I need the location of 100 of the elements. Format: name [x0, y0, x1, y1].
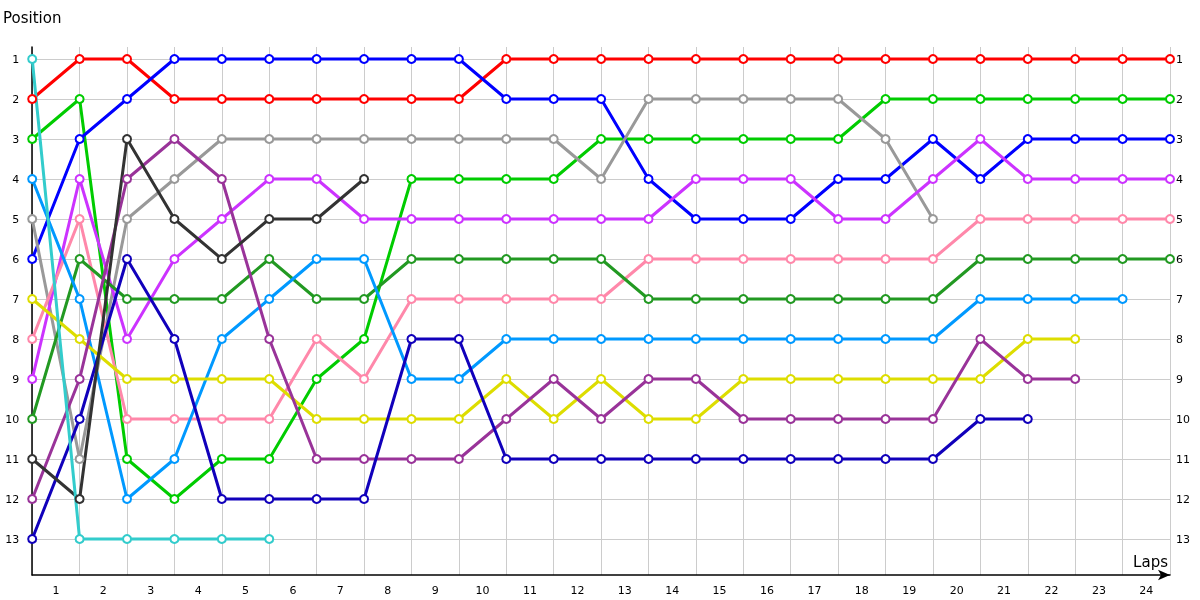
point — [548, 254, 559, 264]
point — [596, 134, 607, 144]
y-tick-label: 4 — [12, 172, 20, 186]
point — [1117, 174, 1128, 184]
point — [27, 94, 38, 104]
x-tick-label: 1 — [52, 584, 60, 597]
point — [216, 494, 227, 504]
x-tick-label: 17 — [807, 584, 822, 597]
point — [927, 174, 938, 184]
point — [785, 94, 796, 104]
point — [738, 294, 749, 304]
point — [311, 174, 322, 184]
point — [122, 134, 133, 144]
point — [453, 214, 464, 224]
y-tick-label: 7 — [12, 292, 20, 306]
point — [27, 414, 38, 424]
point — [216, 294, 227, 304]
point — [406, 214, 417, 224]
point — [453, 54, 464, 64]
point — [359, 374, 370, 384]
point — [264, 214, 275, 224]
point — [596, 54, 607, 64]
point — [359, 334, 370, 344]
point — [880, 94, 891, 104]
point — [927, 134, 938, 144]
point — [1117, 134, 1128, 144]
point — [27, 174, 38, 184]
point — [927, 294, 938, 304]
point — [690, 54, 701, 64]
point — [548, 294, 559, 304]
point — [927, 414, 938, 424]
point — [596, 94, 607, 104]
point — [1165, 254, 1175, 264]
point — [122, 374, 133, 384]
point — [169, 334, 180, 344]
point — [596, 334, 607, 344]
point — [216, 134, 227, 144]
point — [169, 94, 180, 104]
point — [548, 334, 559, 344]
point — [738, 54, 749, 64]
point — [74, 534, 85, 544]
point — [406, 94, 417, 104]
point — [548, 174, 559, 184]
y-tick-label: 12 — [5, 492, 20, 506]
point — [785, 54, 796, 64]
point — [1022, 94, 1033, 104]
point — [596, 254, 607, 264]
point — [406, 414, 417, 424]
point — [264, 534, 275, 544]
point — [27, 214, 38, 224]
point — [690, 174, 701, 184]
point — [1117, 214, 1128, 224]
point — [264, 374, 275, 384]
point — [690, 334, 701, 344]
y-axis-title: Position — [3, 8, 62, 27]
y2-tick-label: 9 — [1176, 372, 1183, 386]
point — [501, 294, 512, 304]
point — [927, 254, 938, 264]
point — [264, 334, 275, 344]
point — [406, 454, 417, 464]
point — [927, 334, 938, 344]
point — [359, 494, 370, 504]
point — [169, 494, 180, 504]
point — [738, 134, 749, 144]
point — [643, 214, 654, 224]
point — [359, 294, 370, 304]
point — [785, 414, 796, 424]
point — [501, 414, 512, 424]
point — [311, 254, 322, 264]
point — [406, 294, 417, 304]
y-tick-label: 13 — [5, 532, 20, 546]
point — [501, 334, 512, 344]
point — [453, 94, 464, 104]
point — [643, 174, 654, 184]
point — [74, 214, 85, 224]
point — [359, 94, 370, 104]
point — [74, 54, 85, 64]
point — [311, 414, 322, 424]
point — [264, 54, 275, 64]
point — [833, 174, 844, 184]
point — [1070, 374, 1081, 384]
point — [880, 174, 891, 184]
point — [975, 214, 986, 224]
point — [1165, 94, 1175, 104]
point — [27, 534, 38, 544]
point — [975, 294, 986, 304]
point — [1022, 414, 1033, 424]
point — [880, 254, 891, 264]
point — [738, 214, 749, 224]
x-tick-label: 6 — [289, 584, 297, 597]
point — [1022, 54, 1033, 64]
point — [975, 94, 986, 104]
point — [548, 414, 559, 424]
x-tick-label: 21 — [997, 584, 1012, 597]
y2-tick-label: 5 — [1176, 212, 1183, 226]
point — [880, 294, 891, 304]
point — [27, 334, 38, 344]
point — [453, 134, 464, 144]
point — [27, 294, 38, 304]
point — [975, 54, 986, 64]
